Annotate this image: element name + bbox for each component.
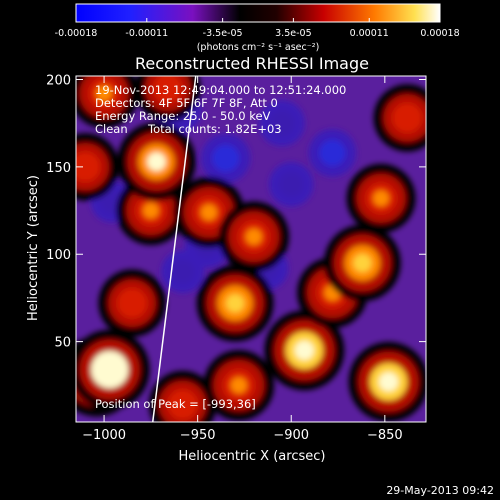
heatmap-cold-core	[279, 172, 304, 197]
x-tick-label: −900	[273, 428, 309, 443]
heatmap-blob-core	[200, 204, 217, 221]
x-tick-label: −950	[180, 428, 216, 443]
heatmap-cold-core	[170, 259, 195, 284]
heatmap-blob-core	[399, 110, 415, 126]
heatmap-cold-core	[319, 139, 346, 166]
plot-area: −1000 −950 −900 −850 50 100 150 200	[46, 73, 427, 443]
colorbar-tick-label: -3.5e-05	[203, 28, 243, 39]
colorbar-ticks: -0.00018 -0.00011 -3.5e-05 3.5e-05 0.00011 0.…	[55, 18, 460, 39]
heatmap-blob-core	[230, 377, 247, 394]
heatmap-blob-core	[147, 152, 166, 171]
heatmap-blob-core	[353, 253, 372, 273]
heatmap-blob-core	[225, 294, 245, 313]
heatmap-blob-core	[378, 372, 399, 392]
y-tick-label: 200	[46, 73, 71, 88]
footer-timestamp: 29-May-2013 09:42	[386, 484, 494, 497]
x-tick-label: −1000	[82, 428, 126, 443]
heatmap-blob-core	[294, 340, 314, 360]
heatmap-blob-core	[100, 359, 120, 380]
info-energy: Energy Range: 25.0 - 50.0 keV	[95, 109, 271, 123]
solar-limb-line	[151, 76, 197, 422]
y-axis-label: Heliocentric Y (arcsec)	[26, 175, 41, 321]
colorbar-tick-label: 3.5e-05	[275, 28, 311, 39]
chart-title: Reconstructed RHESSI Image	[135, 54, 369, 73]
colorbar-gradient	[75, 3, 441, 23]
heatmap	[76, 76, 426, 422]
heatmap-blob-core	[96, 85, 112, 102]
info-peak: Position of Peak = [-993,36]	[95, 397, 256, 411]
colorbar-tick-label: -0.00018	[55, 28, 98, 39]
heatmap-blob-core	[143, 202, 159, 219]
heatmap-blob-core	[77, 159, 93, 175]
heatmap-blob-core	[160, 80, 176, 96]
heatmap-cold-core	[212, 144, 240, 172]
info-block: 19-Nov-2013 12:49:04.000 to 12:51:24.000…	[95, 83, 346, 411]
x-axis-label: Heliocentric X (arcsec)	[179, 449, 326, 464]
y-tick-label: 50	[54, 336, 71, 351]
heatmap-blob-core	[373, 190, 389, 207]
axis-ticks: −1000 −950 −900 −850 50 100 150 200	[46, 73, 426, 443]
colorbar-tick-label: -0.00011	[125, 28, 168, 39]
info-time: 19-Nov-2013 12:49:04.000 to 12:51:24.000	[95, 83, 346, 97]
heatmap-cold-core	[269, 110, 295, 136]
x-tick-label: −850	[367, 428, 403, 443]
colorbar: -0.00018 -0.00011 -3.5e-05 3.5e-05 0.00011 0.…	[55, 3, 460, 53]
y-tick-label: 150	[46, 161, 71, 176]
heatmap-blob-core	[245, 228, 262, 245]
plot-frame	[75, 75, 427, 423]
info-method: Clean	[95, 122, 128, 136]
info-detectors: Detectors: 4F 5F 6F 7F 8F, Att 0	[95, 96, 278, 110]
heatmap-blob-core	[175, 396, 191, 413]
info-counts: Total counts: 1.82E+03	[147, 122, 282, 136]
heatmap-blob-core	[124, 295, 140, 311]
colorbar-tick-label: 0.00011	[350, 28, 389, 39]
colorbar-units: (photons cm⁻² s⁻¹ asec⁻²)	[197, 42, 320, 53]
colorbar-tick-label: 0.00018	[420, 28, 459, 39]
y-tick-label: 100	[46, 248, 71, 263]
